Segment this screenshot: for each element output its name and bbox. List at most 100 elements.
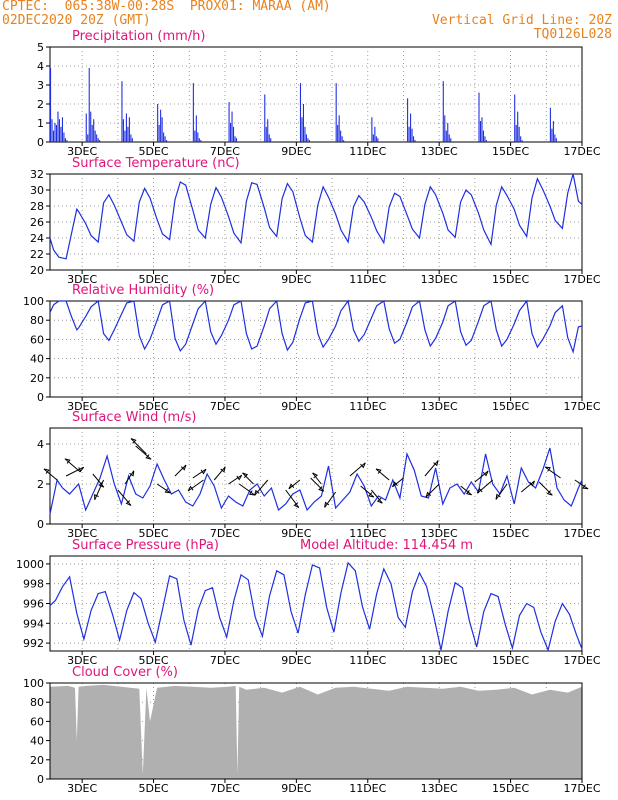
precip-bar — [377, 138, 379, 142]
wind-vector-head — [220, 466, 226, 473]
precip-bar — [85, 113, 87, 142]
wind-vector — [520, 480, 535, 493]
cloud-title: Cloud Cover (%) — [72, 665, 178, 680]
rh-ytick-label: 80 — [30, 314, 44, 327]
cloud-ytick-label: 60 — [30, 715, 44, 728]
precip-bar — [478, 92, 480, 142]
precip-bar — [268, 134, 270, 142]
precip-bar — [414, 140, 416, 142]
wind-vector — [349, 462, 366, 477]
pres-xtick-label: 7DEC — [210, 654, 240, 667]
wind-vector — [94, 479, 105, 501]
header-grid-note: Vertical Grid Line: 20Z — [431, 13, 612, 28]
wind-vector — [92, 473, 105, 488]
precip-bar — [87, 134, 89, 142]
precip-bar — [374, 126, 376, 142]
precip-xtick-label: 17DEC — [563, 145, 600, 158]
wind-vector — [360, 485, 375, 498]
precip-bar — [63, 132, 65, 142]
wind-vector — [174, 464, 187, 477]
pres-xtick-label: 3DEC — [67, 654, 97, 667]
temp-ytick-label: 24 — [30, 232, 44, 245]
cloud-frame-top — [49, 682, 583, 780]
precip-bar — [307, 138, 309, 142]
precip-bar — [411, 128, 413, 142]
wind-vector — [370, 489, 383, 504]
wind-vector-head — [98, 481, 105, 488]
model-altitude-label: Model Altitude: 114.454 m — [300, 538, 473, 553]
wind-vector-head — [145, 454, 152, 460]
precip-bar — [61, 117, 63, 142]
cloud-ytick-label: 100 — [23, 677, 44, 690]
wind-vector — [285, 489, 300, 508]
precip-bar — [97, 138, 99, 142]
precip-bar — [127, 126, 129, 142]
precip-bar — [521, 140, 523, 142]
precip-bar — [372, 134, 374, 142]
precip-bar — [551, 128, 553, 142]
precip-xtick-label: 11DEC — [349, 145, 386, 158]
rh-title: Relative Humidity (%) — [72, 283, 214, 298]
precip-bar — [195, 115, 197, 142]
precip-bar — [375, 136, 377, 142]
precip-bar — [304, 126, 306, 142]
precip-bar — [338, 115, 340, 142]
wind-vector-head — [318, 486, 324, 492]
precip-bar — [52, 130, 55, 142]
wind-ytick-label: 2 — [37, 478, 44, 491]
precip-xtick-label: 15DEC — [492, 145, 529, 158]
precip-bar — [518, 126, 520, 142]
temp-xtick-label: 17DEC — [563, 273, 600, 286]
precip-bar — [337, 124, 339, 142]
wind-ytick-label: 4 — [37, 438, 44, 451]
temp-title: Surface Temperature (nC) — [72, 156, 240, 171]
precip-bar — [166, 140, 168, 142]
wind-xtick-label: 5DEC — [138, 527, 168, 540]
precip-xtick-label: 5DEC — [138, 145, 168, 158]
wind-vector — [574, 479, 589, 490]
precip-bar — [555, 138, 557, 142]
wind-vector-head — [187, 485, 194, 492]
wind-vector — [392, 477, 404, 488]
wind-xtick-label: 15DEC — [492, 527, 529, 540]
wind-title: Surface Wind (m/s) — [72, 410, 196, 425]
rh-xtick-label: 7DEC — [210, 400, 240, 413]
pres-ytick-label: 998 — [23, 578, 44, 591]
precip-bar — [51, 119, 53, 142]
pres-title: Surface Pressure (hPa) — [72, 538, 219, 553]
precip-title: Precipitation (mm/h) — [72, 29, 205, 44]
pres-xtick-label: 13DEC — [421, 654, 458, 667]
wind-vector — [242, 472, 254, 485]
precip-bar — [160, 109, 162, 142]
pres-ytick-label: 994 — [23, 617, 44, 630]
pres-ytick-label: 1000 — [16, 558, 44, 571]
wind-vector-head — [236, 474, 243, 481]
precip-bar — [231, 111, 233, 142]
precip-bar — [200, 140, 202, 142]
precip-bar — [121, 81, 123, 142]
wind-vector-head — [495, 493, 501, 500]
wind-vector-head — [368, 492, 374, 498]
precip-bar — [445, 130, 447, 142]
precip-bar — [515, 124, 517, 142]
wind-vector-head — [248, 490, 255, 496]
wind-vector — [124, 470, 135, 485]
cloud-xtick-label: 3DEC — [67, 782, 97, 795]
wind-vector — [156, 483, 171, 494]
wind-vector-head — [254, 489, 260, 496]
precip-bar — [158, 124, 160, 142]
precip-bar — [484, 136, 486, 142]
temp-ytick-label: 22 — [30, 248, 44, 261]
wind-vector-head — [433, 460, 439, 467]
precip-bar — [54, 123, 56, 142]
precip-bar — [267, 119, 269, 142]
pres-ytick-label: 996 — [23, 598, 44, 611]
rh-xtick-label: 3DEC — [67, 400, 97, 413]
wind-vector — [187, 479, 204, 492]
precip-bar — [94, 130, 96, 142]
wind-vector-head — [376, 497, 383, 504]
cloud-xtick-label: 17DEC — [563, 782, 600, 795]
wind-vector — [43, 468, 58, 481]
pres-xtick-label: 17DEC — [563, 654, 600, 667]
wind-vector — [65, 466, 84, 477]
